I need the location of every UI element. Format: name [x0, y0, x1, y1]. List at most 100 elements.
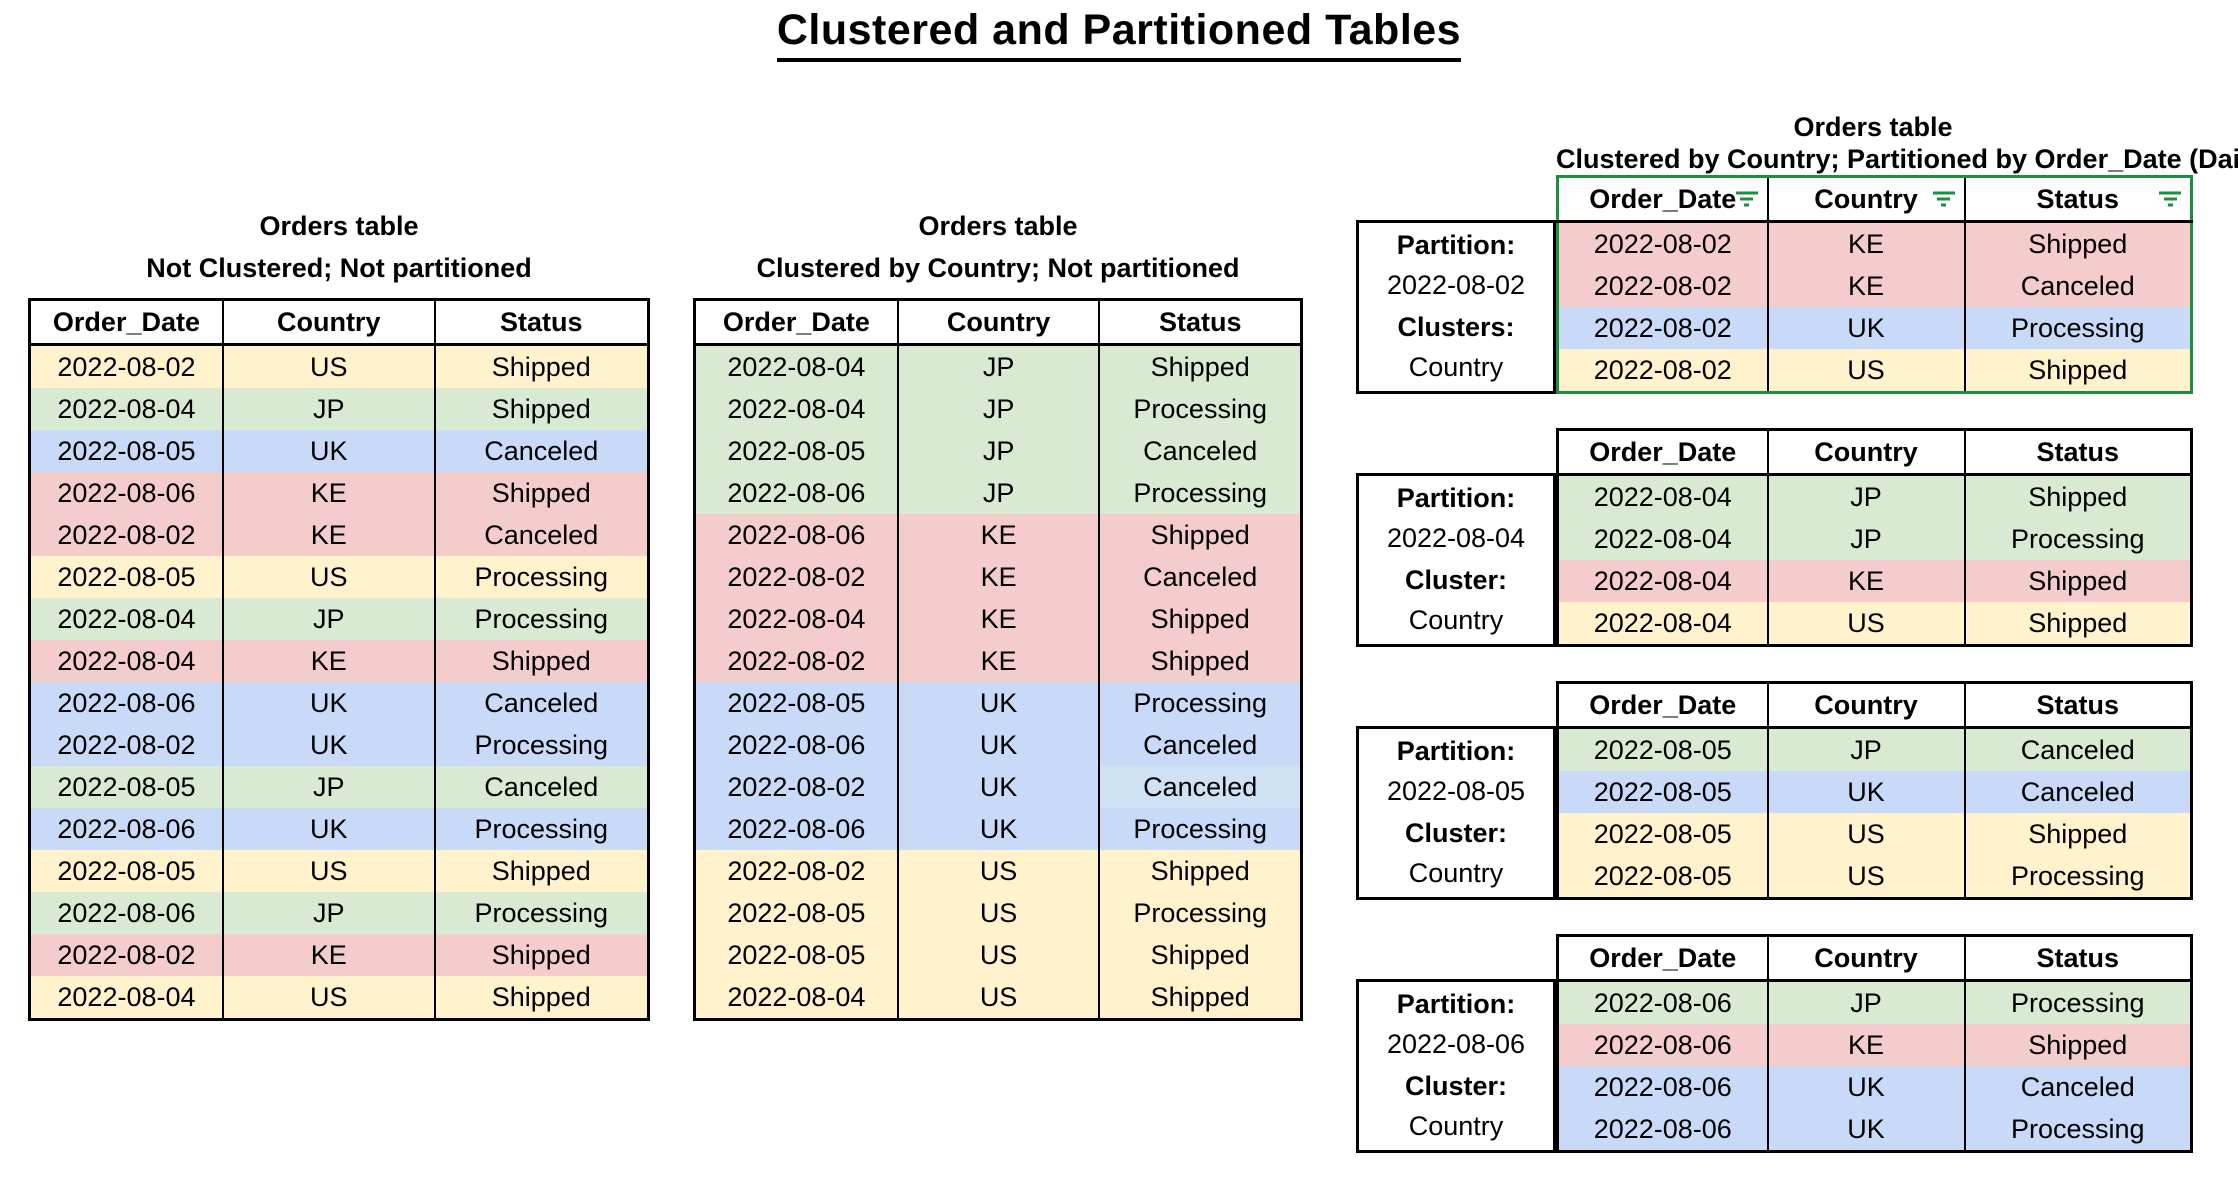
cell-date: 2022-08-02	[1556, 221, 1769, 265]
column-header-label: Order_Date	[1589, 183, 1737, 214]
cluster-value: Country	[1408, 605, 1504, 635]
column-header-label: Order_Date	[722, 306, 870, 337]
cell-country: JP	[896, 430, 1101, 472]
middle-table-titles: Orders table Clustered by Country; Not p…	[693, 205, 1303, 289]
column-header-label: Status	[2036, 942, 2120, 973]
left-table-titles: Orders table Not Clustered; Not partitio…	[28, 205, 650, 289]
right-table-titles: Orders table Clustered by Country; Parti…	[1556, 111, 2238, 175]
right-table-subtitle: Clustered by Country; Partitioned by Ord…	[1556, 144, 2238, 174]
partition-group-2022-08-05: Partition: 2022-08-05 Cluster: Country O…	[1356, 681, 2238, 900]
partition-value: 2022-08-06	[1386, 1029, 1526, 1059]
cluster-value: Country	[1408, 858, 1504, 888]
table-row: 2022-08-05 US Shipped	[1556, 813, 2193, 855]
cell-status: Shipped	[1963, 602, 2193, 646]
cell-country: JP	[1766, 980, 1966, 1024]
header-row: Order_Date Country Status	[1556, 682, 2193, 729]
section-clustered: Orders table Clustered by Country; Not p…	[693, 205, 1303, 1021]
cell-country: JP	[221, 766, 436, 808]
cell-country: KE	[1766, 265, 1966, 307]
cell-status: Processing	[1098, 682, 1303, 724]
column-header-order-date: Order_Date	[1556, 429, 1769, 476]
table-row: 2022-08-04 JP Shipped	[1556, 474, 2193, 518]
table-row: 2022-08-05 US Processing	[693, 892, 1303, 934]
cell-date: 2022-08-06	[28, 472, 224, 514]
cell-date: 2022-08-05	[1556, 855, 1769, 899]
cell-country: US	[896, 976, 1101, 1020]
cell-country: US	[221, 344, 436, 388]
cluster-label: Cluster:	[1404, 1071, 1507, 1101]
cell-date: 2022-08-04	[693, 976, 899, 1020]
cell-country: UK	[221, 682, 436, 724]
filter-icon[interactable]	[2159, 191, 2181, 207]
section-not-clustered: Orders table Not Clustered; Not partitio…	[28, 205, 650, 1021]
partition-table-2022-08-04: Order_Date Country Status 2022-08-04 JP Sh…	[1556, 428, 2193, 647]
cell-country: US	[1766, 855, 1966, 899]
header-row: Order_Date Country Status	[1556, 935, 2193, 982]
column-header-label: Status	[2036, 183, 2120, 214]
cell-date: 2022-08-04	[28, 388, 224, 430]
cell-date: 2022-08-05	[28, 850, 224, 892]
cell-country: UK	[896, 682, 1101, 724]
partition-pair: Partition: 2022-08-02	[1359, 225, 1553, 305]
section-clustered-partitioned: Orders table Clustered by Country; Parti…	[1356, 111, 2238, 1180]
column-header-label: Order_Date	[1589, 942, 1737, 973]
cell-status: Processing	[433, 556, 650, 598]
cluster-pair: Cluster: Country	[1359, 813, 1553, 893]
header-row: Order_Date Country Status	[1556, 429, 2193, 476]
cell-status: Processing	[433, 598, 650, 640]
column-header-status: Status	[1963, 429, 2193, 476]
cell-date: 2022-08-05	[693, 682, 899, 724]
table-row: 2022-08-06 UK Processing	[1556, 1108, 2193, 1152]
table-row: 2022-08-04 US Shipped	[693, 976, 1303, 1020]
table-row: 2022-08-04 KE Shipped	[28, 640, 650, 682]
table-row: 2022-08-04 JP Processing	[1556, 518, 2193, 560]
column-header-label: Country	[1814, 689, 1918, 720]
cell-country: KE	[896, 598, 1101, 640]
cell-country: JP	[221, 598, 436, 640]
column-header-country: Country	[896, 299, 1101, 346]
table-row: 2022-08-05 US Processing	[28, 556, 650, 598]
partition-label: Partition:	[1396, 989, 1516, 1019]
filter-icon[interactable]	[1932, 191, 1955, 207]
cell-status: Shipped	[1963, 1024, 2193, 1066]
cell-date: 2022-08-06	[693, 514, 899, 556]
column-header-label: Order_Date	[52, 306, 200, 337]
filter-icon[interactable]	[1735, 191, 1758, 207]
partition-group-2022-08-06: Partition: 2022-08-06 Cluster: Country O…	[1356, 934, 2238, 1153]
cell-date: 2022-08-05	[693, 892, 899, 934]
cell-country: KE	[221, 640, 436, 682]
column-header-status: Status	[1963, 682, 2193, 729]
partition-value: 2022-08-05	[1386, 776, 1526, 806]
table-row: 2022-08-02 KE Shipped	[693, 640, 1303, 682]
cell-date: 2022-08-06	[1556, 980, 1769, 1024]
column-header-label: Order_Date	[1589, 436, 1737, 467]
cell-status: Processing	[1963, 1108, 2193, 1152]
cluster-value: Country	[1408, 352, 1504, 382]
page-title: Clustered and Partitioned Tables	[776, 6, 1462, 62]
cell-status: Shipped	[1098, 976, 1303, 1020]
cell-date: 2022-08-02	[1556, 265, 1769, 307]
cell-date: 2022-08-06	[1556, 1108, 1769, 1152]
partition-label-box: Partition: 2022-08-05 Cluster: Country	[1356, 726, 1556, 900]
cell-status: Processing	[433, 808, 650, 850]
cell-country: JP	[221, 388, 436, 430]
cell-country: US	[896, 934, 1101, 976]
table-row: 2022-08-06 JP Processing	[1556, 980, 2193, 1024]
cell-status: Canceled	[1098, 556, 1303, 598]
cell-date: 2022-08-02	[693, 556, 899, 598]
table-row: 2022-08-06 KE Shipped	[1556, 1024, 2193, 1066]
cell-country: UK	[1766, 771, 1966, 813]
cell-date: 2022-08-04	[1556, 602, 1769, 646]
table-row: 2022-08-06 JP Processing	[28, 892, 650, 934]
column-header-label: Country	[1814, 183, 1918, 214]
table-row: 2022-08-04 JP Processing	[693, 388, 1303, 430]
table-row: 2022-08-06 JP Processing	[693, 472, 1303, 514]
partition-pair: Partition: 2022-08-06	[1359, 984, 1553, 1064]
table-row: 2022-08-04 KE Shipped	[1556, 560, 2193, 602]
cell-status: Canceled	[1963, 727, 2193, 771]
cell-country: US	[1766, 349, 1966, 393]
column-header-country: Country	[221, 299, 436, 346]
cell-date: 2022-08-05	[28, 430, 224, 472]
cell-country: JP	[896, 472, 1101, 514]
cell-country: UK	[221, 724, 436, 766]
